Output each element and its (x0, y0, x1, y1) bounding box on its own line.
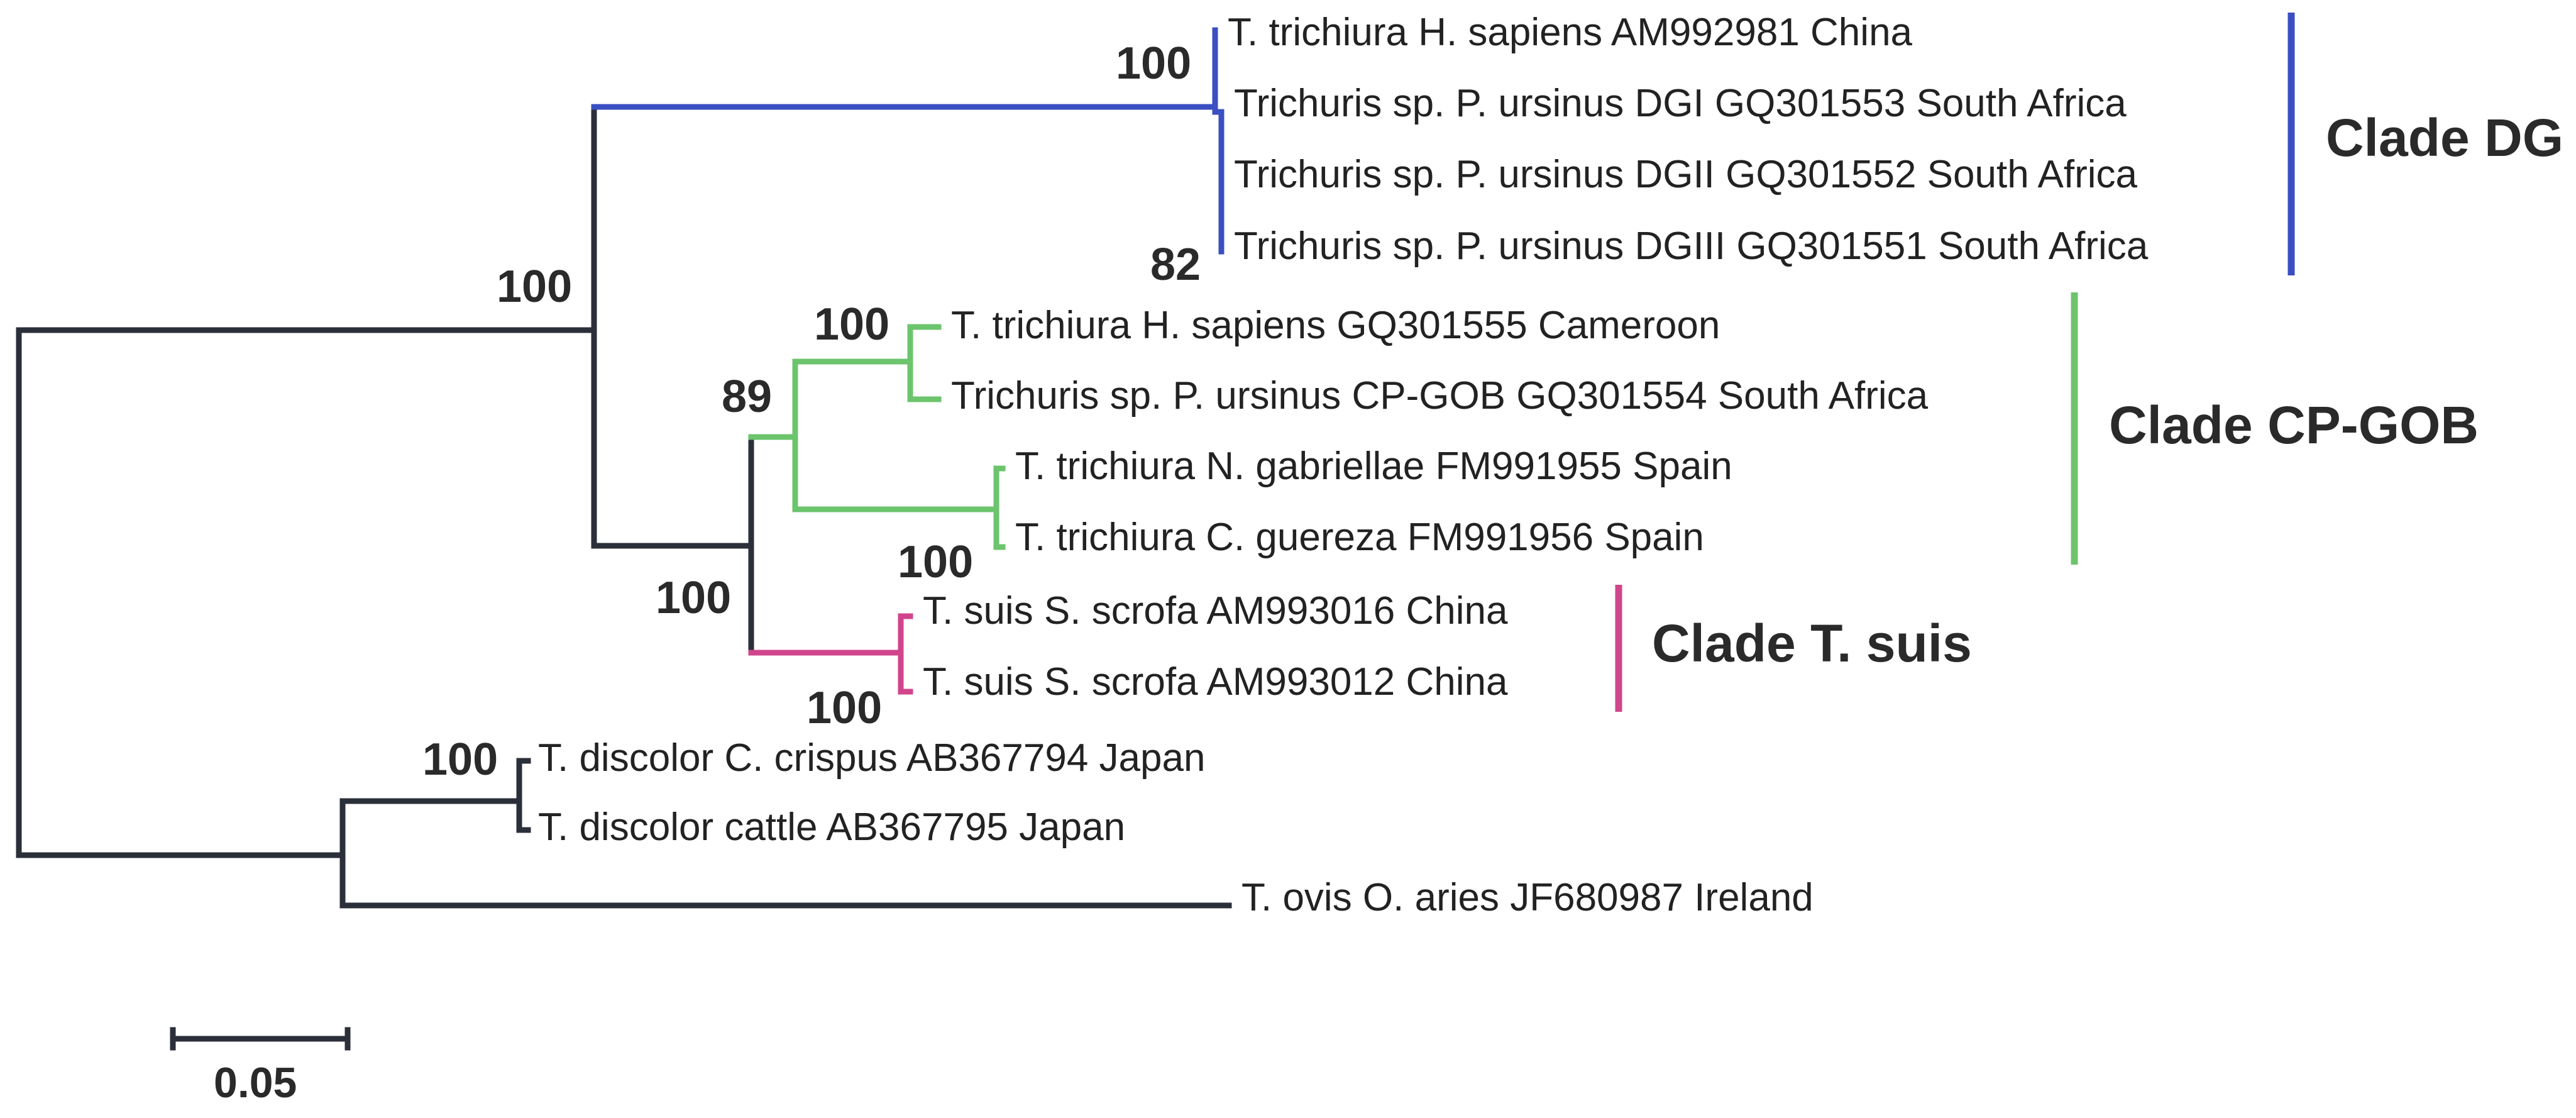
taxon-label: T. ovis O. aries JF680987 Ireland (1241, 876, 1814, 919)
taxon-label: Trichuris sp. P. ursinus DGI GQ301553 So… (1234, 82, 2127, 125)
clade-t-suis-branches (748, 613, 913, 695)
taxon-label: T. suis S. scrofa AM993012 China (923, 660, 1508, 704)
scale-bar-label: 0.05 (214, 1059, 297, 1107)
support-value: 100 (898, 537, 973, 587)
clade-t-suis-label: Clade T. suis (1652, 614, 1972, 673)
taxon-label: T. trichiura H. sapiens GQ301555 Cameroo… (951, 304, 1720, 347)
clade-annotations: Clade DG Clade CP-GOB Clade T. suis (1615, 13, 2563, 712)
support-value: 82 (1150, 240, 1201, 290)
taxon-label: T. discolor C. crispus AB367794 Japan (538, 736, 1205, 780)
taxon-label: T. discolor cattle AB367795 Japan (538, 805, 1125, 849)
taxon-label: T. suis S. scrofa AM993016 China (923, 589, 1508, 633)
support-value: 100 (1116, 38, 1191, 89)
taxon-label: T. trichiura H. sapiens AM992981 China (1228, 11, 1913, 54)
taxon-label: Trichuris sp. P. ursinus CP-GOB GQ301554… (951, 374, 1929, 418)
scale-bar: 0.05 (170, 1027, 351, 1107)
branch-dg-stem (1212, 109, 1225, 185)
support-value: 100 (656, 573, 731, 623)
clade-dg-label: Clade DG (2326, 108, 2563, 167)
taxon-label: Trichuris sp. P. ursinus DGII GQ301552 S… (1234, 153, 2138, 196)
taxon-label: T. trichiura N. gabriellae FM991955 Spai… (1015, 445, 1732, 488)
clade-cp-gob-branches (748, 324, 1006, 550)
support-value: 100 (814, 299, 889, 350)
support-value: 100 (422, 734, 498, 785)
support-value: 100 (806, 683, 882, 733)
support-value: 100 (497, 262, 572, 312)
support-value: 89 (722, 372, 772, 422)
clade-cp-gob-label: Clade CP-GOB (2109, 396, 2479, 455)
taxon-label: T. trichiura C. guereza FM991956 Spain (1015, 516, 1704, 559)
clade-dg-branches (591, 27, 1225, 255)
scale-bar-line (170, 1027, 351, 1051)
backbone-branches (16, 104, 1232, 909)
taxon-label: Trichuris sp. P. ursinus DGIII GQ301551 … (1234, 224, 2149, 268)
taxon-labels: T. trichiura H. sapiens AM992981 China T… (538, 11, 2149, 919)
support-values: 100 82 100 89 100 100 100 100 100 (422, 38, 1201, 785)
